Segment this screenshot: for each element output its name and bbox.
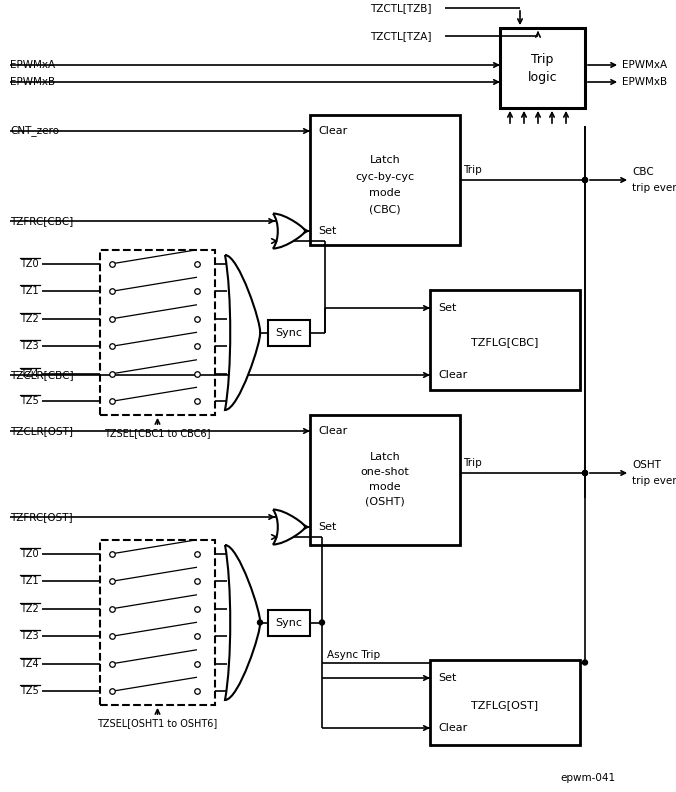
Bar xyxy=(430,660,580,745)
Text: Trip: Trip xyxy=(463,458,482,468)
Circle shape xyxy=(583,470,587,475)
Text: TZ1: TZ1 xyxy=(20,577,39,586)
Text: CNT_zero: CNT_zero xyxy=(10,126,59,136)
Text: epwm-041: epwm-041 xyxy=(560,773,615,783)
Text: Set: Set xyxy=(318,226,337,236)
PathPatch shape xyxy=(225,255,260,410)
Text: TZ2: TZ2 xyxy=(20,314,39,324)
Bar xyxy=(310,115,460,245)
Text: TZCTL[TZA]: TZCTL[TZA] xyxy=(370,31,431,41)
Text: EPWMxB: EPWMxB xyxy=(10,77,55,87)
Text: (CBC): (CBC) xyxy=(369,204,401,214)
Text: TZSEL[OSHT1 to OSHT6]: TZSEL[OSHT1 to OSHT6] xyxy=(97,718,218,728)
Bar xyxy=(310,415,460,545)
Text: trip event: trip event xyxy=(632,476,676,486)
Text: TZ3: TZ3 xyxy=(20,341,39,351)
Text: logic: logic xyxy=(528,70,557,83)
Text: trip event: trip event xyxy=(632,183,676,193)
Bar xyxy=(100,540,215,705)
Text: Clear: Clear xyxy=(438,723,467,733)
Text: Trip: Trip xyxy=(463,165,482,175)
Circle shape xyxy=(583,177,587,182)
Circle shape xyxy=(320,620,324,625)
Text: TZ5: TZ5 xyxy=(20,686,39,696)
Text: EPWMxA: EPWMxA xyxy=(622,60,667,70)
Text: Latch: Latch xyxy=(370,155,400,165)
Text: TZFRC[OST]: TZFRC[OST] xyxy=(10,512,72,522)
PathPatch shape xyxy=(273,509,305,545)
Text: Set: Set xyxy=(318,522,337,532)
Text: TZFRC[CBC]: TZFRC[CBC] xyxy=(10,216,73,226)
Bar xyxy=(268,319,310,345)
Text: mode: mode xyxy=(369,188,401,198)
Circle shape xyxy=(583,177,587,182)
Text: Set: Set xyxy=(438,303,456,313)
Text: TZ1: TZ1 xyxy=(20,286,39,296)
Text: Clear: Clear xyxy=(318,126,347,136)
Text: TZCLR[CBC]: TZCLR[CBC] xyxy=(10,370,74,380)
Text: Clear: Clear xyxy=(438,370,467,380)
Text: TZCLR[OST]: TZCLR[OST] xyxy=(10,426,73,436)
Text: OSHT: OSHT xyxy=(632,460,661,470)
Bar xyxy=(500,28,585,108)
Text: cyc-by-cyc: cyc-by-cyc xyxy=(356,172,414,182)
Text: CBC: CBC xyxy=(632,167,654,177)
Text: Latch: Latch xyxy=(370,452,400,462)
Circle shape xyxy=(583,660,587,665)
Text: Sync: Sync xyxy=(276,618,302,627)
Text: mode: mode xyxy=(369,482,401,492)
Text: TZ0: TZ0 xyxy=(20,259,39,268)
Text: Clear: Clear xyxy=(318,426,347,436)
Text: TZ0: TZ0 xyxy=(20,549,39,558)
Bar xyxy=(100,250,215,415)
Bar xyxy=(430,290,580,390)
Text: TZCTL[TZB]: TZCTL[TZB] xyxy=(370,3,431,13)
Text: Sync: Sync xyxy=(276,328,302,337)
Text: TZFLG[OST]: TZFLG[OST] xyxy=(471,700,539,710)
Text: Trip: Trip xyxy=(531,54,554,67)
PathPatch shape xyxy=(225,545,260,700)
Text: Set: Set xyxy=(438,673,456,683)
Text: Async Trip: Async Trip xyxy=(327,649,380,660)
PathPatch shape xyxy=(273,214,305,249)
Text: TZ4: TZ4 xyxy=(20,659,39,668)
Circle shape xyxy=(258,620,262,625)
Text: TZ4: TZ4 xyxy=(20,369,39,379)
Text: TZFLG[CBC]: TZFLG[CBC] xyxy=(471,337,539,347)
Text: one-shot: one-shot xyxy=(360,467,410,477)
Text: TZ2: TZ2 xyxy=(20,604,39,614)
Text: TZ5: TZ5 xyxy=(20,396,39,406)
Text: (OSHT): (OSHT) xyxy=(365,497,405,507)
Circle shape xyxy=(583,470,587,475)
Bar xyxy=(268,610,310,635)
Text: EPWMxB: EPWMxB xyxy=(622,77,667,87)
Text: TZ3: TZ3 xyxy=(20,631,39,642)
Text: EPWMxA: EPWMxA xyxy=(10,60,55,70)
Text: TZSEL[CBC1 to CBC6]: TZSEL[CBC1 to CBC6] xyxy=(104,428,211,438)
